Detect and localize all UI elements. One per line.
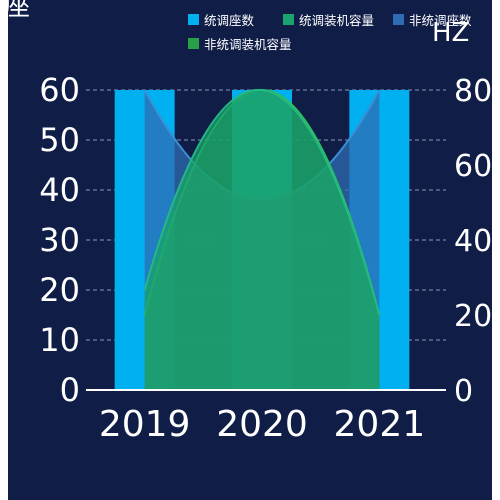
y-left-tick-label: 30 <box>39 221 80 259</box>
bar-area-chart: 0 10 20 30 40 50 60 0 20 40 60 80 2019 2020 2021 <box>39 71 492 445</box>
legend-label: 统调装机容量 <box>299 13 375 28</box>
x-tick-label: 2019 <box>99 404 191 445</box>
series-area-dispatch-capacity <box>144 89 380 391</box>
series-line-dispatch-capacity <box>143 89 381 316</box>
left-axis-unit-label: 座 <box>4 0 31 22</box>
right-axis-unit-label: HZ <box>432 18 470 48</box>
legend-swatch <box>283 14 294 25</box>
legend-item[interactable]: 非统调座数 <box>393 10 472 29</box>
legend-label: 非统调座数 <box>409 13 472 28</box>
legend-item[interactable]: 非统调装机容量 <box>188 34 292 53</box>
chart-panel: 座 HZ 统调座数 统调装机容量 非统调座数非统调装机容量 0 10 20 30 40 50 6… <box>4 0 492 500</box>
legend-item[interactable]: 统调座数 <box>188 10 254 29</box>
legend-swatch <box>393 14 404 25</box>
y-right-tick-label: 0 <box>454 374 473 409</box>
x-tick-label: 2021 <box>334 404 426 445</box>
y-right-tick-label: 40 <box>454 224 492 259</box>
legend-label: 统调座数 <box>204 13 255 28</box>
legend-item[interactable]: 统调装机容量 <box>283 10 374 29</box>
y-left-tick-label: 0 <box>60 371 80 409</box>
y-left-tick-label: 20 <box>39 271 80 309</box>
x-tick-label: 2020 <box>216 404 308 445</box>
y-right-tick-label: 80 <box>454 74 492 109</box>
legend-label: 非统调装机容量 <box>204 37 292 52</box>
legend-swatch <box>188 14 199 25</box>
y-left-tick-label: 40 <box>39 171 80 209</box>
y-left-tick-label: 50 <box>39 121 80 159</box>
y-left-tick-label: 10 <box>39 321 80 359</box>
y-right-tick-label: 60 <box>454 149 492 184</box>
y-right-tick-label: 20 <box>454 299 492 334</box>
legend-swatch <box>188 38 199 49</box>
y-left-tick-label: 60 <box>39 71 80 109</box>
